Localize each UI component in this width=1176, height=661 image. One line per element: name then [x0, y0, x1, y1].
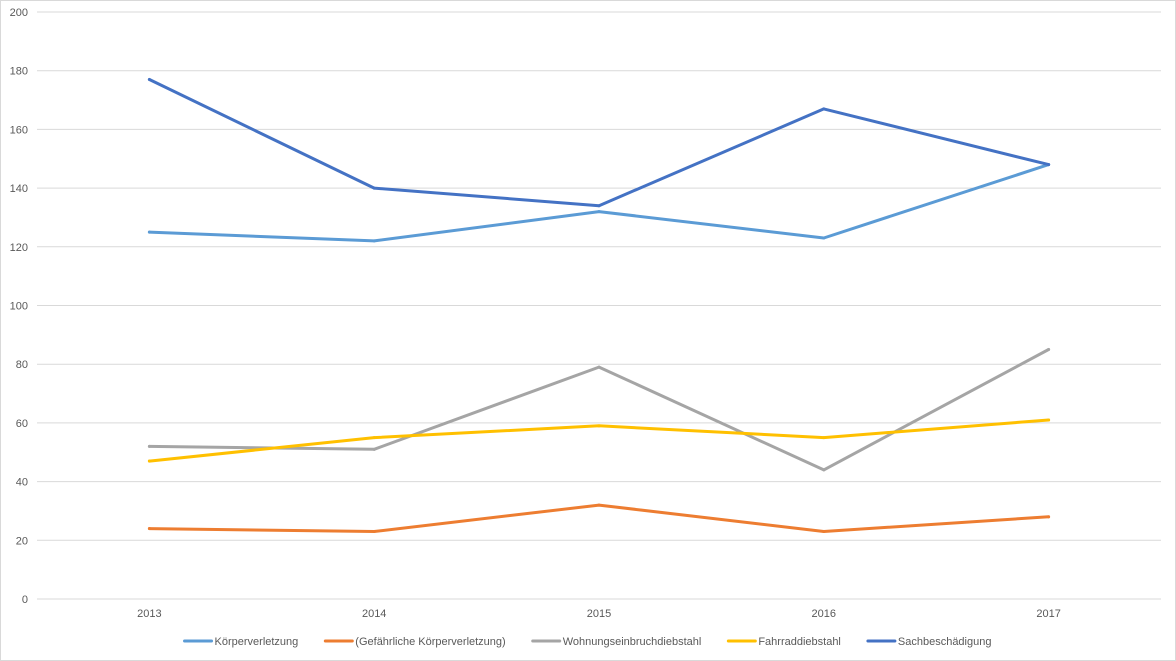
data-point: [597, 204, 601, 208]
y-tick-label: 20: [16, 535, 28, 547]
gridlines: [37, 11, 1161, 600]
data-point: [372, 239, 376, 243]
legend-item: Sachbeschädigung: [866, 636, 992, 648]
x-tick-label: 2014: [362, 608, 386, 620]
data-point: [597, 424, 601, 428]
legend-item: Körperverletzung: [183, 636, 299, 648]
series-line-4: [147, 78, 1051, 208]
y-tick-label: 200: [10, 7, 28, 19]
data-point: [372, 186, 376, 190]
data-point: [147, 444, 151, 448]
data-point: [372, 529, 376, 533]
data-point: [597, 210, 601, 214]
data-point: [822, 436, 826, 440]
legend-item: Wohnungseinbruchdiebstahl: [531, 636, 702, 648]
legend-label: Körperverletzung: [215, 636, 299, 648]
data-point: [822, 236, 826, 240]
legend-label: (Gefährliche Körperverletzung): [355, 636, 505, 648]
data-point: [372, 447, 376, 451]
y-axis-tick-labels: 0 20 40 60 80 100 120 140 160 180 200: [10, 7, 28, 606]
data-point: [147, 230, 151, 234]
x-tick-label: 2015: [587, 608, 611, 620]
series-line-1: [147, 503, 1051, 533]
series-lines: [147, 78, 1051, 533]
y-tick-label: 100: [10, 301, 28, 313]
data-point: [1047, 418, 1051, 422]
legend-item: (Gefährliche Körperverletzung): [323, 636, 506, 648]
y-tick-label: 60: [16, 418, 28, 430]
data-point: [822, 107, 826, 111]
y-tick-label: 80: [16, 359, 28, 371]
legend-label: Fahrraddiebstahl: [758, 636, 841, 648]
x-tick-label: 2016: [812, 608, 836, 620]
y-tick-label: 180: [10, 66, 28, 78]
x-tick-label: 2013: [137, 608, 161, 620]
y-tick-label: 120: [10, 242, 28, 254]
legend: Körperverletzung (Gefährliche Körperverle…: [183, 636, 992, 648]
data-point: [822, 468, 826, 472]
x-tick-label: 2017: [1036, 608, 1060, 620]
x-axis-tick-labels: 2013 2014 2015 2016 2017: [137, 608, 1061, 620]
data-point: [822, 529, 826, 533]
data-point: [597, 365, 601, 369]
data-point: [597, 503, 601, 507]
y-tick-label: 0: [22, 594, 28, 606]
data-point: [372, 436, 376, 440]
data-point: [1047, 515, 1051, 519]
data-point: [147, 78, 151, 82]
y-tick-label: 160: [10, 124, 28, 136]
data-point: [1047, 163, 1051, 167]
y-tick-label: 40: [16, 477, 28, 489]
y-tick-label: 140: [10, 183, 28, 195]
data-point: [147, 527, 151, 531]
data-point: [1047, 348, 1051, 352]
data-point: [147, 459, 151, 463]
series-line-0: [147, 163, 1051, 243]
legend-item: Fahrraddiebstahl: [726, 636, 841, 648]
legend-label: Wohnungseinbruchdiebstahl: [563, 636, 702, 648]
legend-label: Sachbeschädigung: [898, 636, 992, 648]
